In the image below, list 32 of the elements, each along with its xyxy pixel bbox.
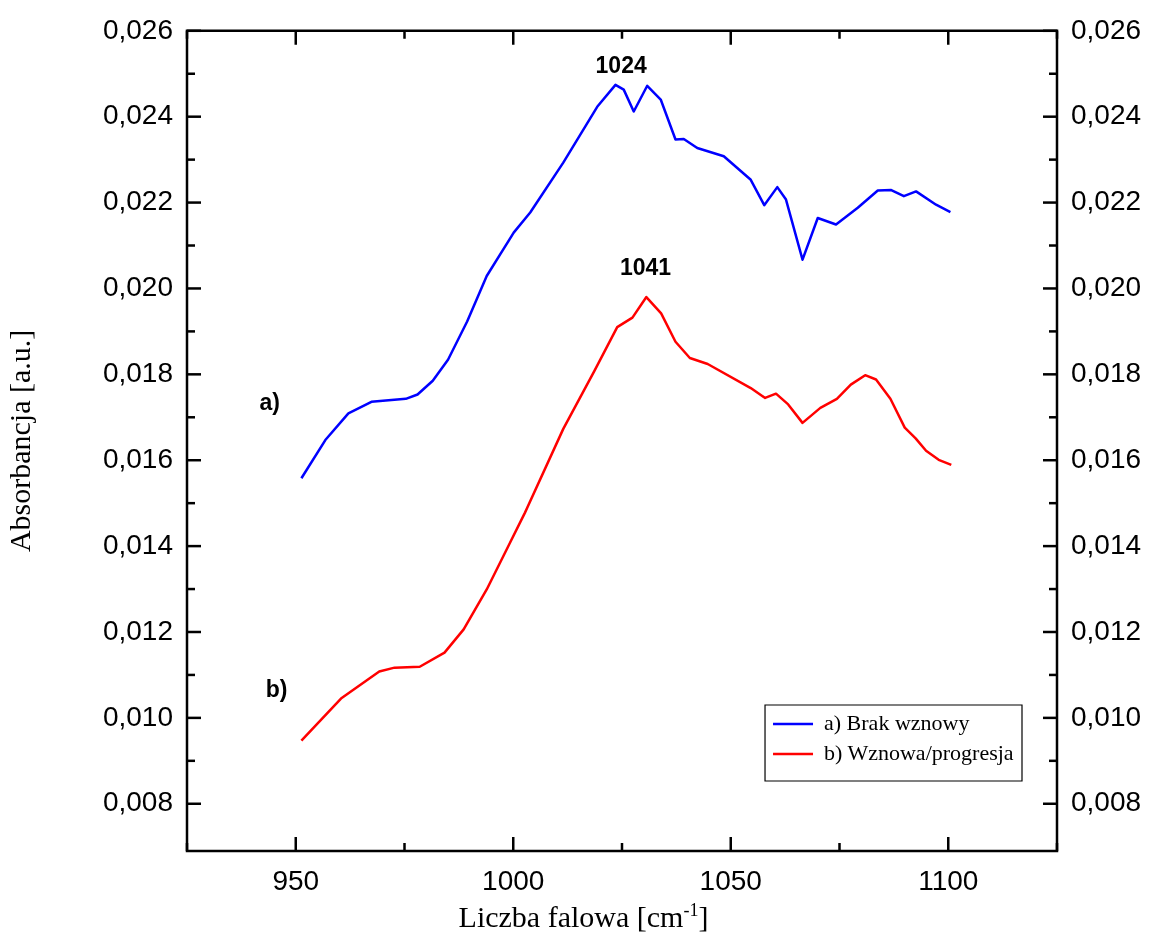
x-tick-label: 950 bbox=[272, 864, 320, 896]
annotation: a) bbox=[259, 389, 280, 416]
x-tick-label: 1050 bbox=[699, 864, 762, 896]
annotation: 1041 bbox=[619, 254, 672, 280]
y-tick-label: 0,024 bbox=[102, 99, 173, 131]
y2-tick-label: 0,022 bbox=[1071, 185, 1142, 217]
y2-tick-label: 0,014 bbox=[1071, 528, 1142, 560]
x-tick-label: 1000 bbox=[482, 864, 545, 896]
y-axis-title: Absorbancja [a.u.] bbox=[2, 329, 36, 553]
x-tick-label: 1100 bbox=[918, 864, 979, 896]
y-tick-label: 0,018 bbox=[102, 357, 173, 389]
y2-tick-label: 0,010 bbox=[1071, 700, 1142, 732]
y-tick-label: 0,026 bbox=[102, 13, 173, 45]
y2-tick-label: 0,020 bbox=[1071, 271, 1142, 303]
y2-tick-label: 0,008 bbox=[1071, 786, 1142, 818]
y-tick-label: 0,012 bbox=[102, 614, 173, 646]
y-tick-label: 0,020 bbox=[102, 271, 173, 303]
y-tick-label: 0,016 bbox=[102, 442, 173, 474]
y2-tick-label: 0,024 bbox=[1071, 99, 1142, 131]
annotation: b) bbox=[265, 676, 288, 703]
y2-tick-label: 0,016 bbox=[1071, 442, 1142, 474]
y-tick-label: 0,014 bbox=[102, 528, 173, 560]
y2-tick-label: 0,026 bbox=[1071, 13, 1142, 45]
y2-tick-label: 0,012 bbox=[1071, 614, 1142, 646]
y2-tick-label: 0,018 bbox=[1071, 357, 1142, 389]
x-axis-title: Liczba falowa [cm$^{-1}$] bbox=[457, 900, 710, 934]
y-tick-label: 0,022 bbox=[102, 185, 173, 217]
legend-label: a) Brak wznowy bbox=[824, 709, 970, 735]
annotation: 1024 bbox=[595, 52, 647, 79]
legend-label: b) Wznowa/progresja bbox=[824, 739, 1014, 765]
y-tick-label: 0,008 bbox=[102, 786, 173, 818]
y-tick-label: 0,010 bbox=[102, 700, 173, 732]
